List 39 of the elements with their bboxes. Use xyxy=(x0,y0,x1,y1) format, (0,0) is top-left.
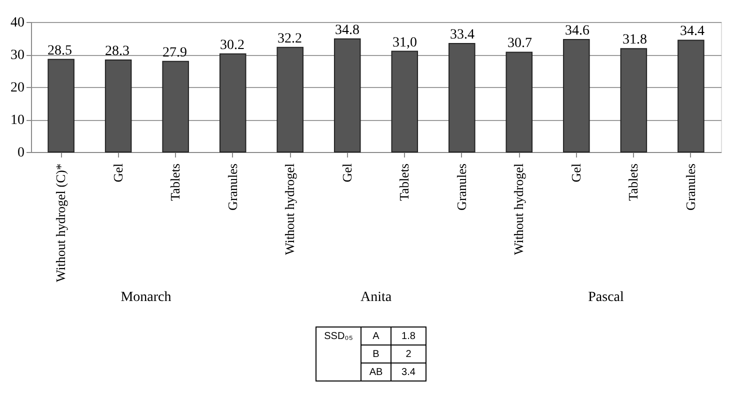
data-label: 33.4 xyxy=(450,27,474,42)
x-tick-label: Gel xyxy=(110,163,126,182)
x-tick-label: Gel xyxy=(339,163,354,182)
text: 2 xyxy=(406,349,412,360)
x-tick-label: Granules xyxy=(224,164,240,210)
text: B xyxy=(372,349,380,360)
data-label: 31.8 xyxy=(622,32,647,48)
x-tick-label: Without hydrogel (C)* xyxy=(53,164,68,282)
data-label: 30.2 xyxy=(220,38,244,53)
data-label: 32.2 xyxy=(278,31,302,46)
text: 1.8 xyxy=(402,331,416,342)
y-tick-label: 10 xyxy=(10,113,24,128)
x-tick-label: Granules xyxy=(454,164,469,210)
x-tick-label: Tablets xyxy=(168,164,183,201)
x-tick-label: Tablets xyxy=(396,164,412,201)
data-label: 34.4 xyxy=(680,24,704,40)
text: A xyxy=(372,331,380,342)
x-tick-label: Tablets xyxy=(626,164,641,201)
y-tick-label: 20 xyxy=(10,80,24,96)
data-label: 28.3 xyxy=(105,44,130,60)
y-tick-label: 40 xyxy=(10,16,24,30)
text: 3.4 xyxy=(402,367,416,378)
y-tick-label: 0 xyxy=(18,146,24,160)
text: Monarch xyxy=(120,290,172,305)
data-label: 31,0 xyxy=(392,35,417,50)
x-tick-label: Without hydrogel xyxy=(282,163,298,256)
x-tick-label: Granules xyxy=(682,164,698,210)
y-tick-label: 30 xyxy=(10,48,24,63)
x-tick-label: Without hydrogel xyxy=(511,163,526,256)
text: SSD₀₅ xyxy=(324,331,353,342)
text: Pascal xyxy=(588,290,624,305)
text: Anita xyxy=(360,290,392,305)
data-label: 34.8 xyxy=(335,22,360,38)
data-label: 34.6 xyxy=(565,24,590,39)
data-label: 28.5 xyxy=(48,43,72,58)
text: AB xyxy=(369,367,383,378)
data-label: 30.7 xyxy=(508,36,532,52)
data-label: 27.9 xyxy=(162,45,187,60)
x-tick-label: Gel xyxy=(568,163,584,182)
